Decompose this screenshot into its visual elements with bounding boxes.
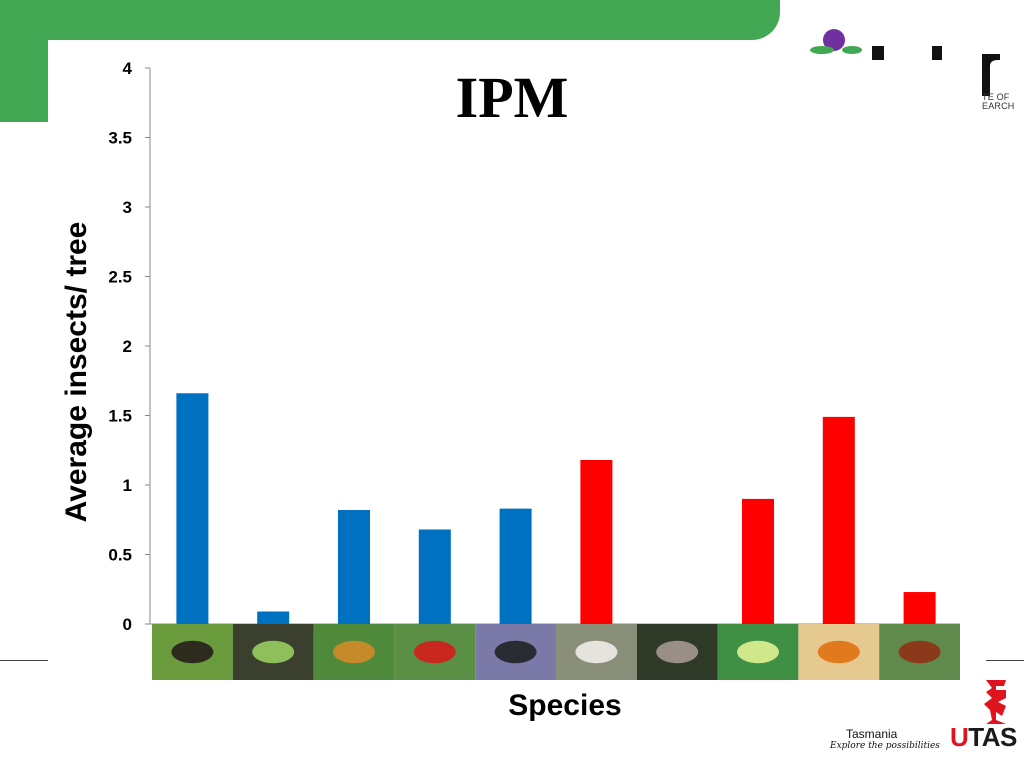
y-tick-label: 1 [123, 476, 132, 495]
species-image-leafhopper [717, 624, 799, 680]
species-image-thrips [798, 624, 880, 680]
bar-thrips [822, 416, 855, 624]
x-axis-label: Species [508, 689, 621, 722]
species-image-parasitoid-wasp [475, 624, 556, 680]
bar-leafhopper [742, 498, 774, 624]
species-images [152, 624, 960, 680]
bar-parasitoid-wasp [499, 508, 532, 624]
y-tick-label: 2.5 [108, 268, 132, 287]
y-tick-label: 4 [123, 59, 133, 78]
insect-icon [252, 640, 295, 664]
bar-hoverfly [338, 510, 370, 624]
insect-icon [736, 640, 780, 664]
y-tick-label: 1.5 [108, 407, 132, 426]
chart-title: IPM [456, 65, 569, 130]
utas-wordmark: UTAS [950, 722, 1017, 753]
institute-logo-icon [800, 10, 1024, 96]
insect-icon [494, 640, 537, 664]
species-image-lacewing [232, 624, 314, 680]
left-band [0, 0, 48, 122]
right-divider [986, 660, 1024, 661]
species-image-mite [879, 624, 960, 680]
tasmania-wordmark: Tasmania [846, 727, 898, 741]
y-axis-label: Average insects/ tree [60, 222, 93, 523]
utas-rest: TAS [968, 722, 1017, 752]
insect-icon [171, 640, 214, 664]
species-image-earwig [152, 624, 233, 680]
species-image-ladybird [394, 624, 476, 680]
insect-icon [575, 640, 618, 664]
tasmania-tagline: Explore the possibilities [830, 741, 940, 751]
bar-mite [903, 592, 936, 624]
insect-icon [898, 640, 941, 664]
crest-icon [984, 680, 1006, 724]
y-tick-label: 3 [123, 198, 132, 217]
utas-u: U [950, 722, 969, 752]
bar-earwig [176, 393, 209, 624]
bar-lacewing [257, 611, 290, 624]
insect-icon [817, 640, 860, 664]
left-divider [0, 660, 48, 661]
y-tick-label: 0.5 [108, 546, 132, 565]
y-tick-label: 0 [123, 615, 132, 634]
insect-icon [656, 640, 699, 664]
logo-text-line-2: EARCH [982, 101, 1015, 111]
species-image-hoverfly [313, 624, 395, 680]
species-image-woolly-aphid [556, 624, 637, 680]
logo-text-line-1: TE OF [982, 92, 1010, 102]
bar-ladybird [418, 529, 451, 624]
insect-icon [413, 640, 456, 664]
y-tick-label: 3.5 [108, 129, 132, 148]
header-band [0, 0, 780, 40]
insect-icon [332, 640, 376, 664]
y-tick-label: 2 [123, 337, 132, 356]
bars [176, 393, 936, 624]
bar-woolly-aphid [580, 459, 613, 624]
species-image-scale-insect [636, 624, 718, 680]
